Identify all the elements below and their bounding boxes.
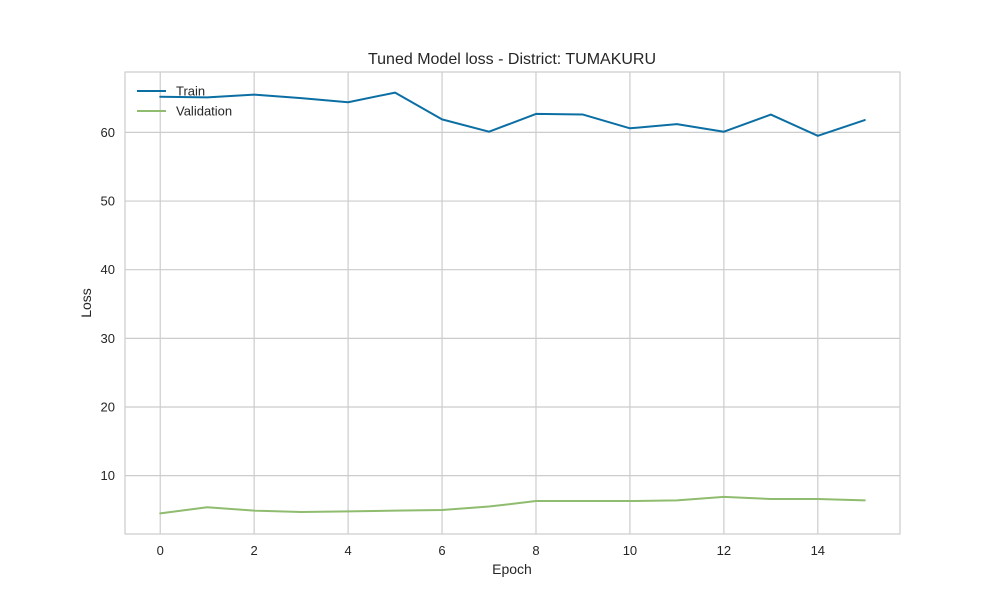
x-tick-label: 10 [623, 543, 637, 558]
y-tick-label: 50 [101, 194, 115, 209]
series-line-validation [159, 495, 866, 515]
x-axis-label: Epoch [492, 561, 532, 577]
x-tick-label: 0 [157, 543, 164, 558]
grid [125, 72, 900, 534]
legend: Train Validation [137, 84, 232, 119]
legend-label: Train [176, 84, 205, 99]
y-tick-label: 40 [101, 262, 115, 277]
x-tick-label: 6 [438, 543, 445, 558]
plot-area [124, 71, 901, 535]
y-axis-label: Loss [78, 288, 94, 318]
legend-label: Validation [176, 104, 232, 119]
y-tick-label: 10 [101, 468, 115, 483]
y-tick-label: 60 [101, 125, 115, 140]
y-tick-label: 20 [101, 400, 115, 415]
x-tick-label: 2 [251, 543, 258, 558]
x-tick-label: 8 [532, 543, 539, 558]
y-tick-label: 30 [101, 331, 115, 346]
series-line-train [159, 91, 866, 137]
x-tick-label: 4 [344, 543, 351, 558]
x-tick-label: 14 [811, 543, 825, 558]
series-layer [159, 91, 866, 515]
x-tick-label: 12 [717, 543, 731, 558]
tick-labels: 0 2 4 6 8 10 12 14 10 20 30 40 50 60 [101, 125, 826, 558]
chart-title: Tuned Model loss - District: TUMAKURU [368, 51, 656, 68]
